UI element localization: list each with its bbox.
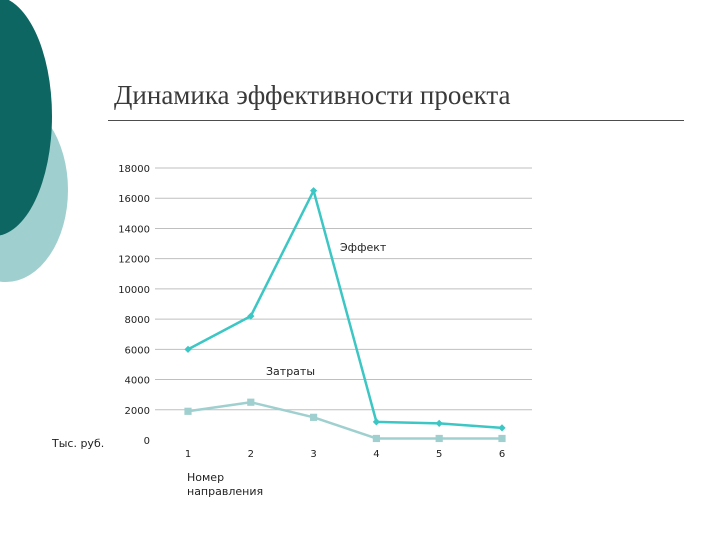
data-point [435, 434, 443, 443]
x-tick-label: 5 [436, 449, 442, 460]
series-label-effect: Эффект [340, 241, 387, 254]
y-tick-label: 18000 [118, 164, 150, 175]
data-point [498, 434, 506, 443]
y-tick-label: 0 [144, 436, 150, 447]
y-tick-label: 16000 [118, 194, 150, 205]
data-point [247, 398, 255, 406]
x-tick-labels: 1 2 3 4 5 6 [185, 449, 505, 460]
x-tick-label: 4 [373, 449, 379, 460]
data-point [184, 345, 192, 353]
y-tick-labels: 0 2000 4000 6000 8000 10000 12000 14000 16000 180… [118, 164, 150, 447]
x-tick-label: 2 [248, 449, 254, 460]
series-line [187, 400, 502, 440]
x-tick-label: 1 [185, 449, 191, 460]
data-point [372, 418, 380, 426]
y-tick-label: 14000 [118, 224, 150, 235]
data-point [372, 434, 380, 443]
data-point [184, 407, 192, 415]
data-point [247, 312, 255, 320]
series-labels: Эффект Затраты [266, 241, 387, 378]
x-tick-label: 6 [499, 449, 505, 460]
series-label-costs: Затраты [266, 365, 315, 378]
slide-title: Динамика эффективности проекта [114, 80, 511, 110]
x-tick-label: 3 [310, 449, 316, 460]
series-1 [184, 187, 506, 432]
series-2 [184, 398, 506, 443]
decorative-circle-dark [0, 0, 52, 236]
y-axis-label: Тыс. руб. [51, 437, 104, 450]
y-tick-label: 12000 [118, 255, 150, 266]
title-divider [108, 120, 684, 121]
y-tick-label: 6000 [125, 345, 150, 356]
data-point [310, 187, 318, 195]
data-point [435, 419, 443, 427]
series-layer [184, 187, 506, 443]
series-line [187, 189, 503, 430]
data-point [310, 413, 318, 421]
decorative-circles [0, 0, 68, 282]
grid-lines [155, 167, 532, 411]
y-tick-label: 2000 [125, 406, 150, 417]
y-tick-label: 10000 [118, 285, 150, 296]
y-tick-label: 4000 [125, 376, 150, 387]
data-point [498, 424, 506, 432]
y-tick-label: 8000 [125, 315, 150, 326]
x-axis-label: Номер направления [187, 471, 263, 498]
